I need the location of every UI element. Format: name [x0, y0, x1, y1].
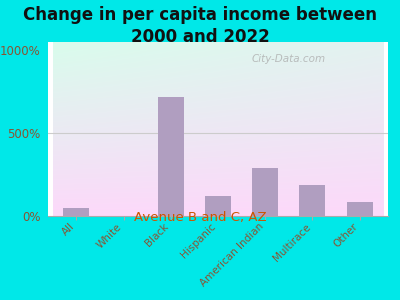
Bar [63, 208, 89, 216]
Bar [300, 184, 326, 216]
Bar [205, 196, 231, 216]
Bar [158, 97, 184, 216]
Text: Avenue B and C, AZ: Avenue B and C, AZ [134, 212, 266, 224]
Text: Change in per capita income between
2000 and 2022: Change in per capita income between 2000… [23, 6, 377, 46]
Text: City-Data.com: City-Data.com [252, 54, 326, 64]
Bar [252, 168, 278, 216]
Bar [347, 202, 373, 216]
